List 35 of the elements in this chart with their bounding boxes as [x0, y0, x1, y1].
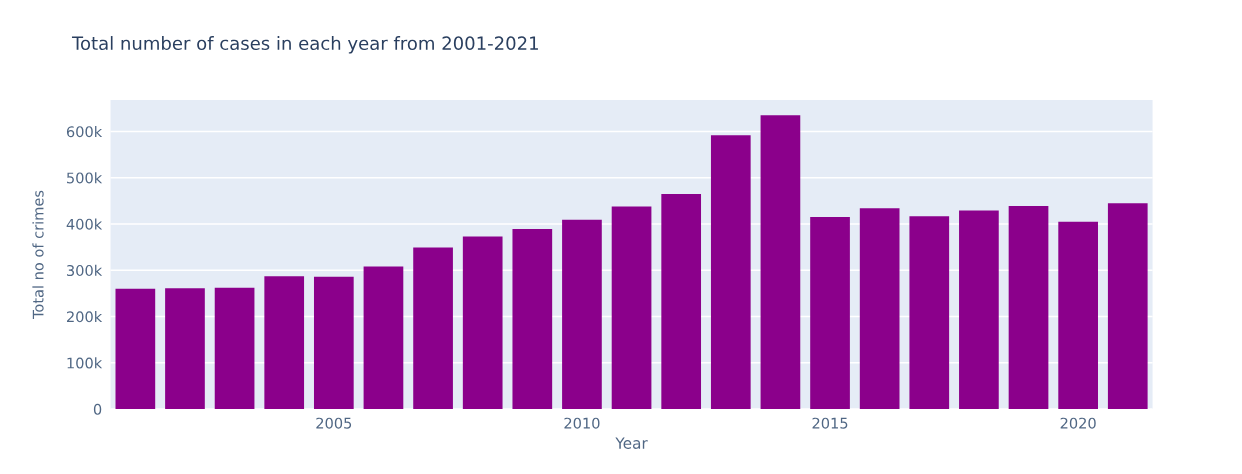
bar	[859, 208, 900, 410]
bar	[562, 219, 602, 410]
bar	[115, 288, 156, 410]
bar	[611, 206, 652, 410]
bar	[909, 216, 950, 410]
bar	[1008, 205, 1049, 410]
bar	[413, 247, 453, 410]
x-tick-label: 2015	[812, 417, 848, 429]
x-axis-title: Year	[615, 437, 648, 449]
y-tick-label: 500k	[67, 172, 103, 184]
x-tick-label: 2010	[564, 417, 600, 429]
bar	[165, 288, 205, 410]
x-tick-label: 2005	[316, 417, 352, 429]
y-tick-label: 600k	[66, 125, 103, 138]
chart-title: Total number of cases in each year from 2001-2021	[71, 36, 538, 54]
bar	[264, 276, 305, 410]
bar	[959, 210, 999, 410]
bar	[1107, 203, 1148, 410]
y-tick-label: 100k	[67, 357, 103, 369]
bar	[810, 217, 850, 410]
y-axis-title: Total no of crimes	[32, 190, 44, 320]
bar	[661, 193, 702, 410]
y-tick-label: 200k	[66, 310, 103, 323]
bar	[313, 276, 354, 410]
bar	[214, 287, 255, 410]
y-tick-label: 400k	[66, 218, 103, 230]
y-tick-label: 0	[93, 403, 102, 415]
bar	[512, 229, 553, 410]
y-tick-label: 300k	[67, 264, 103, 277]
bar	[462, 236, 503, 410]
x-tick-label: 2020	[1060, 417, 1096, 429]
bar	[760, 115, 801, 410]
bar	[710, 135, 751, 410]
bar	[363, 266, 404, 410]
bar	[1058, 221, 1098, 410]
